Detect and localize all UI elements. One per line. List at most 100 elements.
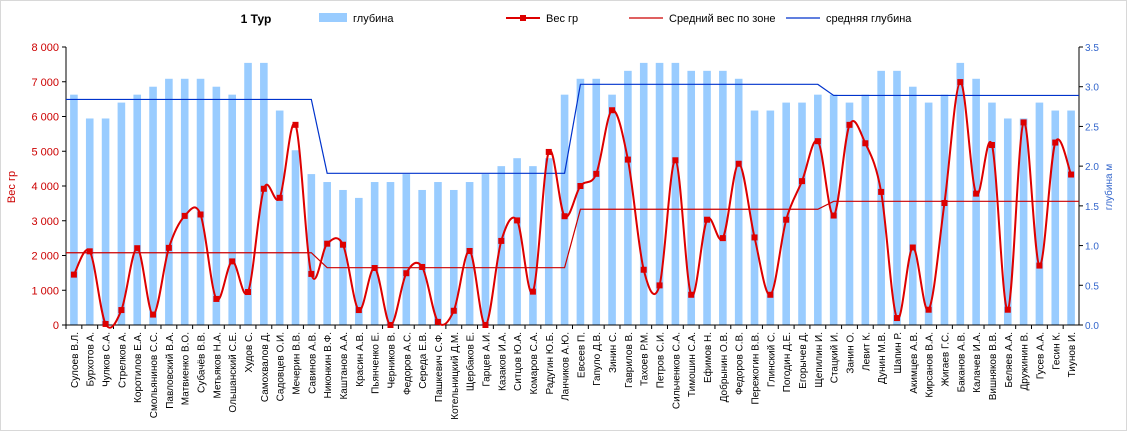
weight-marker [624, 156, 631, 163]
weight-marker [514, 217, 521, 224]
x-tick-label: Гарцев А.И. [481, 332, 492, 387]
x-tick-label: Тахоев Р.М. [640, 332, 651, 386]
y-left-tick-label: 5 000 [31, 146, 59, 158]
depth-bar [861, 94, 870, 326]
depth-bar [513, 158, 521, 325]
x-tick-label: Пьянченко Е. [371, 332, 382, 394]
depth-bar [386, 182, 395, 325]
x-tick-label: Ефимов Н. [702, 332, 714, 383]
weight-marker [609, 107, 616, 114]
y-right-tick-label: 0.5 [1085, 281, 1099, 292]
weight-marker [482, 322, 489, 328]
weight-marker [292, 121, 299, 128]
x-tick-label: Матвиенко В.О. [181, 332, 192, 405]
depth-bar [133, 94, 142, 326]
x-tick-label: Комаров С.А. [529, 332, 540, 395]
x-tick-label: Радугин Ю.Б. [545, 332, 556, 395]
average-depth-line [66, 83, 1079, 174]
y-right-tick-label: 1.5 [1085, 202, 1099, 213]
depth-bar [1035, 102, 1044, 325]
depth-bar [101, 118, 110, 325]
weight-marker [751, 234, 758, 241]
x-tick-label: Сулоев В.Л. [70, 332, 81, 388]
x-tick-label: Середа Е.В. [418, 332, 429, 389]
x-tick-label: Сильченков С.А. [671, 332, 682, 409]
weight-marker [1068, 171, 1075, 178]
legend-label: средняя глубина [826, 13, 912, 25]
weight-marker [846, 121, 853, 128]
x-tick-label: Самохвалов Д. [260, 332, 271, 402]
weight-marker [387, 322, 394, 328]
weight-marker [1036, 262, 1043, 269]
weight-marker [783, 216, 790, 223]
weight-marker [704, 216, 711, 223]
weight-marker [308, 270, 315, 277]
x-tick-label: Стрелков А. [117, 332, 128, 388]
x-tick-label: Никонкин В.Ф. [323, 332, 334, 398]
depth-bar [798, 102, 806, 325]
x-tick-label: Петров С.И. [656, 332, 667, 388]
depth-bar [750, 110, 759, 326]
weight-marker [830, 212, 837, 219]
legend-label: глубина [353, 13, 394, 25]
depth-bar [671, 62, 680, 326]
weight-marker [339, 241, 346, 248]
y-right-tick-label: 0.0 [1085, 321, 1099, 332]
depth-bar [418, 189, 426, 325]
depth-bar [544, 158, 553, 325]
y-left-tick-label: 6 000 [31, 112, 59, 124]
x-tick-label: Щербаков Е. [465, 332, 477, 391]
weight-marker [324, 240, 331, 247]
legend-label: Средний вес по зоне [669, 13, 776, 25]
weight-marker [735, 160, 742, 167]
weight-marker [893, 315, 900, 322]
x-tick-label: Субачёв В.В. [196, 332, 208, 393]
average-weight-line [66, 200, 1079, 269]
depth-bar [212, 86, 221, 325]
weight-marker [909, 244, 916, 251]
weight-marker [878, 188, 885, 195]
depth-bar [893, 70, 901, 325]
weight-marker [957, 79, 964, 86]
weight-marker [593, 170, 600, 177]
depth-bar [1067, 110, 1075, 326]
weight-marker [1052, 139, 1059, 146]
x-tick-label: Вишняков В.В. [988, 332, 999, 400]
weight-marker [1004, 306, 1011, 313]
x-tick-label: Ситцов Ю.А. [513, 332, 524, 391]
x-tick-label: Казаков И.А. [497, 332, 508, 391]
depth-bar [117, 102, 126, 325]
x-tick-label: Глинский С. [766, 332, 777, 387]
depth-bar [370, 182, 379, 325]
x-tick-label: Погодин Д.Е. [782, 332, 793, 392]
weight-marker [213, 295, 220, 302]
x-tick-label: Садовцев О.И. [276, 332, 287, 401]
x-tick-label: Савинов А.В. [307, 332, 318, 394]
weight-marker [561, 213, 568, 220]
depth-bar [291, 150, 300, 325]
x-tick-label: Павловский В.А. [165, 332, 176, 409]
x-tick-label: Акимцев А.В. [909, 332, 920, 394]
depth-bar [1051, 110, 1060, 326]
weight-marker [545, 148, 552, 155]
depth-bar [355, 197, 363, 325]
weight-marker [419, 263, 426, 270]
x-tick-label: Баканов А.В. [956, 332, 967, 392]
depth-bar [988, 102, 996, 325]
depth-bar [703, 70, 711, 325]
y-right-tick-label: 3.0 [1085, 83, 1099, 94]
weight-marker [197, 211, 204, 218]
weight-marker [767, 291, 774, 298]
depth-bar [85, 118, 94, 325]
depth-bar [529, 166, 537, 325]
x-tick-label: Гесин К. [1051, 332, 1062, 370]
legend-swatch-depth [319, 13, 347, 22]
depth-bar [149, 86, 157, 325]
weight-marker [640, 266, 647, 273]
y-axis-right-label: глубина м [1103, 164, 1115, 211]
y-left-tick-label: 2 000 [31, 251, 59, 263]
weight-line [73, 81, 1073, 329]
y-left-tick-label: 0 [53, 320, 59, 332]
y-right-tick-label: 2.5 [1085, 122, 1099, 133]
